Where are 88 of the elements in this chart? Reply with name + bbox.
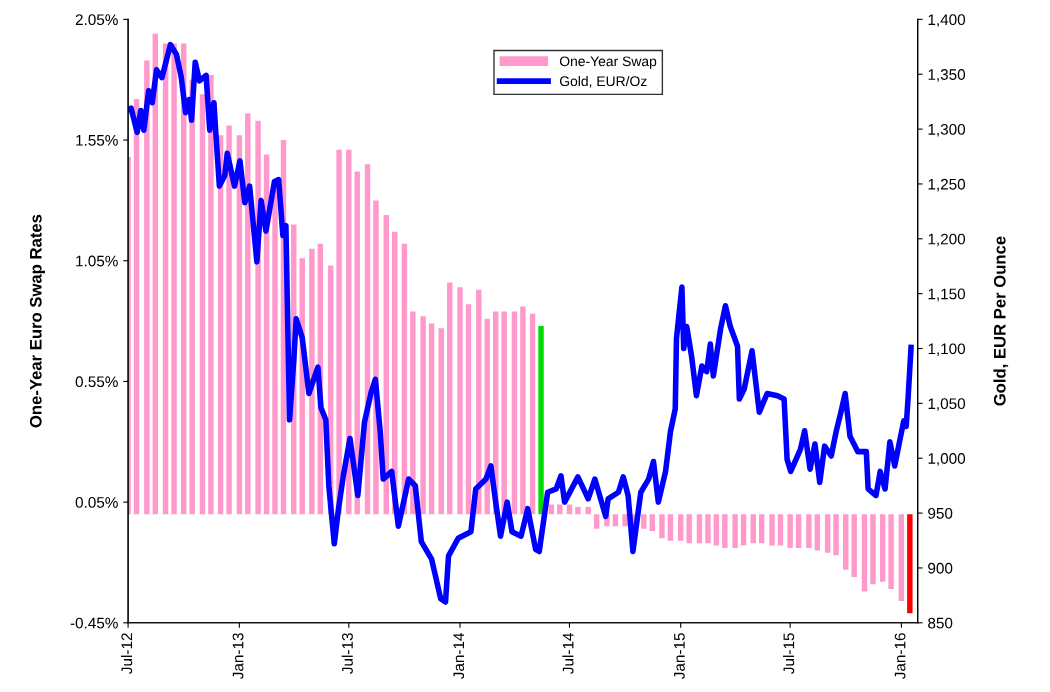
bar	[649, 514, 655, 532]
bar	[824, 514, 831, 553]
bar	[511, 311, 518, 515]
y2-tick-label: 1,150	[928, 288, 966, 302]
bar	[696, 514, 703, 544]
bar	[659, 514, 665, 539]
x-tick-label: Jul-15	[783, 633, 795, 674]
y-tick-label: 2.05%	[75, 14, 118, 26]
bar	[199, 94, 206, 515]
x-tick-label: Jul-12	[120, 633, 133, 674]
bar	[843, 514, 849, 570]
bar	[722, 514, 728, 548]
y-tick-label: 1.55%	[76, 135, 118, 146]
bar	[686, 514, 692, 544]
bar	[309, 248, 315, 515]
y2-tick-label: 1,400	[928, 14, 966, 27]
bar	[557, 504, 563, 515]
y2-tick-label: 1,100	[928, 343, 966, 357]
bar	[705, 514, 711, 544]
y-tick-label: -0.45%	[70, 617, 118, 629]
bar	[667, 514, 674, 541]
bar	[593, 514, 600, 529]
bar	[898, 514, 905, 602]
y2-tick-label: 1,200	[928, 233, 966, 247]
bar	[520, 306, 526, 515]
legend-label: One-Year Swap	[559, 56, 657, 69]
bar	[336, 149, 342, 515]
bar	[272, 178, 278, 515]
bar	[622, 514, 628, 527]
bar	[420, 316, 426, 515]
x-tick-label: Jan-15	[674, 633, 685, 679]
bar	[870, 514, 876, 585]
bar	[245, 113, 251, 515]
bar	[410, 311, 416, 515]
bar	[907, 514, 913, 614]
x-tick-label: Jan-14	[453, 632, 465, 679]
bar	[501, 311, 507, 515]
y-axis-title: One-Year Euro Swap Rates	[29, 214, 45, 428]
bar	[447, 282, 453, 515]
bar	[575, 506, 581, 515]
bar	[777, 514, 784, 546]
y2-tick-label: 950	[928, 507, 953, 519]
y-tick-label: 1.05%	[76, 255, 118, 267]
bar	[457, 287, 463, 515]
bar	[879, 514, 886, 582]
y-tick-label: 0.55%	[75, 376, 118, 388]
bar	[144, 60, 150, 515]
bar	[226, 125, 232, 515]
bar	[750, 514, 756, 544]
bar	[787, 514, 793, 548]
bar	[208, 74, 214, 515]
y2-tick-label: 1,250	[928, 178, 966, 192]
y2-axis-title: Gold, EUR Per Ounce	[993, 236, 1009, 406]
y2-tick-label: 1,300	[928, 123, 966, 137]
bar	[758, 514, 765, 544]
y-tick-label: 0.05%	[75, 496, 118, 508]
legend-label: Gold, EUR/Oz	[559, 75, 647, 88]
bar	[529, 313, 536, 515]
bar	[795, 514, 802, 548]
bar	[428, 323, 435, 515]
bar	[814, 514, 821, 551]
y2-tick-label: 1,350	[928, 69, 966, 82]
bar	[833, 514, 839, 556]
x-tick-label: Jul-13	[341, 633, 353, 674]
bar	[189, 79, 195, 515]
y2-tick-label: 1,000	[928, 453, 966, 466]
bar	[641, 514, 647, 529]
bar	[888, 514, 894, 590]
bar	[612, 514, 619, 527]
bar	[677, 514, 684, 541]
y2-tick-label: 1,050	[928, 398, 966, 411]
bar	[585, 506, 591, 515]
bar	[438, 328, 444, 515]
bar	[769, 514, 775, 546]
x-tick-label: Jan-13	[232, 633, 244, 679]
bar	[713, 514, 720, 546]
bar	[740, 514, 747, 546]
x-tick-label: Jul-14	[562, 632, 574, 674]
bar	[538, 325, 544, 515]
bar	[171, 43, 177, 515]
bar	[465, 304, 472, 515]
x-tick-label: Jan-16	[894, 633, 906, 679]
bar	[806, 514, 812, 548]
y2-tick-label: 900	[928, 562, 953, 574]
bar	[732, 514, 738, 548]
bar	[851, 514, 857, 577]
bar	[861, 514, 868, 592]
y2-tick-label: 850	[928, 617, 953, 629]
